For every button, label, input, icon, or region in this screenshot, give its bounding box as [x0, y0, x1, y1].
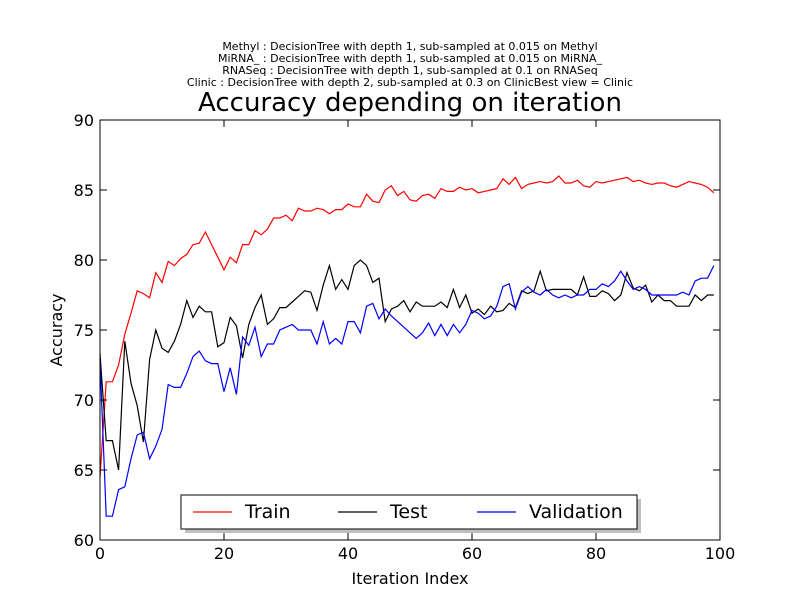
subtitle-line-1: Methyl : DecisionTree with depth 1, sub-… [222, 40, 598, 53]
legend-label-test: Test [389, 501, 427, 523]
legend-label-train: Train [244, 501, 291, 523]
plot-frame [99, 119, 721, 541]
subtitle-line-4: Clinic : DecisionTree with depth 2, sub-… [186, 76, 634, 89]
series-lines [99, 175, 715, 517]
axis-ticks: 0 20 40 60 80 100 60 65 70 75 80 85 90 [74, 111, 736, 563]
y-axis-label: Accuracy [47, 293, 66, 366]
x-axis-label: Iteration Index [352, 569, 469, 588]
y-tick-label: 70 [74, 391, 94, 410]
x-tick-label: 60 [462, 544, 482, 563]
x-tick-label: 100 [705, 544, 736, 563]
subtitle-line-3: RNASeq : DecisionTree with depth 1, sub-… [222, 64, 598, 77]
legend-box [180, 494, 638, 530]
y-tick-label: 80 [74, 251, 94, 270]
subtitle-line-2: MiRNA_ : DecisionTree with depth 1, sub-… [217, 52, 603, 65]
x-tick-label: 0 [95, 544, 105, 563]
y-tick-label: 90 [74, 111, 94, 130]
series-line-test [99, 259, 714, 471]
x-tick-label: 20 [214, 544, 234, 563]
y-tick-label: 85 [74, 181, 94, 200]
y-tick-label: 65 [74, 461, 94, 480]
legend: Train Test Validation [180, 494, 641, 533]
legend-label-validation: Validation [529, 501, 623, 523]
series-line-train [99, 175, 715, 478]
series-line-validation [99, 265, 715, 517]
chart-title: Accuracy depending on iteration [198, 88, 622, 118]
x-tick-label: 80 [586, 544, 606, 563]
x-tick-label: 40 [338, 544, 358, 563]
y-tick-label: 75 [74, 321, 94, 340]
y-tick-label: 60 [74, 531, 94, 550]
